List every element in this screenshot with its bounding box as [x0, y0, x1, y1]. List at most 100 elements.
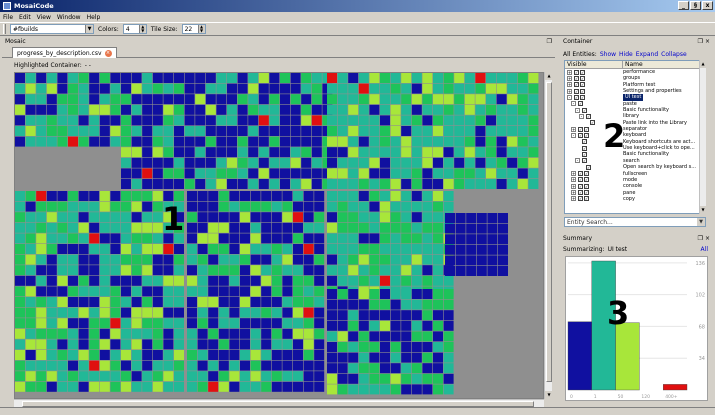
- mosaic-tile[interactable]: [36, 83, 47, 94]
- bar[interactable]: [662, 384, 688, 391]
- mosaic-tile[interactable]: [229, 360, 240, 371]
- mosaic-tile[interactable]: [78, 212, 89, 223]
- float-close-icon[interactable]: ❐ ×: [697, 235, 710, 242]
- visible-checkbox[interactable]: ✓: [578, 171, 583, 176]
- mosaic-tile[interactable]: [227, 179, 237, 189]
- mosaic-tile[interactable]: [152, 147, 163, 158]
- mosaic-tile[interactable]: [110, 191, 121, 201]
- mosaic-tile[interactable]: [369, 299, 380, 310]
- mosaic-tile[interactable]: [163, 191, 174, 201]
- mosaic-tile[interactable]: [197, 328, 208, 339]
- mosaic-tile[interactable]: [380, 222, 390, 233]
- mosaic-tile[interactable]: [78, 201, 89, 212]
- mosaic-tile[interactable]: [208, 297, 219, 307]
- mosaic-tile[interactable]: [411, 147, 422, 158]
- mosaic-tile[interactable]: [57, 307, 68, 318]
- mosaic-tile[interactable]: [411, 136, 422, 147]
- mosaic-tile[interactable]: [78, 126, 89, 136]
- mosaic-tile[interactable]: [15, 201, 25, 212]
- mosaic-tile[interactable]: [131, 212, 142, 223]
- mosaic-tile[interactable]: [89, 83, 100, 94]
- mosaic-tile[interactable]: [293, 328, 303, 339]
- mosaic-tile[interactable]: [433, 363, 443, 374]
- mosaic-tile[interactable]: [443, 115, 454, 126]
- mosaic-tile[interactable]: [110, 286, 121, 297]
- visible-checkbox[interactable]: ✓: [584, 132, 589, 138]
- mosaic-tile[interactable]: [229, 328, 240, 339]
- mosaic-tile[interactable]: [99, 222, 110, 233]
- mosaic-tile[interactable]: [121, 136, 131, 147]
- mosaic-tile[interactable]: [197, 307, 208, 318]
- mosaic-tile[interactable]: [195, 94, 206, 105]
- visible-checkbox[interactable]: ✓: [574, 82, 579, 88]
- mosaic-tile[interactable]: [290, 168, 301, 179]
- mosaic-tile[interactable]: [258, 147, 269, 158]
- mosaic-tile[interactable]: [218, 371, 229, 382]
- mosaic-tile[interactable]: [411, 254, 422, 265]
- mosaic-tile[interactable]: [57, 318, 68, 329]
- mosaic-tile[interactable]: [205, 179, 216, 189]
- mosaic-tile[interactable]: [208, 371, 219, 382]
- mosaic-tile[interactable]: [348, 212, 359, 223]
- mosaic-tile[interactable]: [369, 352, 380, 363]
- mosaic-tile[interactable]: [358, 233, 369, 244]
- visible-checkbox[interactable]: ✓: [580, 88, 585, 94]
- mosaic-tile[interactable]: [443, 104, 454, 115]
- mosaic-tile[interactable]: [301, 179, 312, 189]
- mosaic-tile[interactable]: [99, 212, 110, 223]
- mosaic-tile[interactable]: [163, 339, 174, 350]
- mosaic-tile[interactable]: [282, 381, 293, 392]
- mosaic-tile[interactable]: [358, 201, 369, 212]
- mosaic-tile[interactable]: [303, 212, 314, 223]
- mosaic-tile[interactable]: [248, 179, 259, 189]
- mosaic-tile[interactable]: [422, 299, 433, 310]
- mosaic-tile[interactable]: [487, 244, 498, 255]
- mosaic-tile[interactable]: [380, 168, 390, 179]
- mosaic-tile[interactable]: [89, 350, 100, 360]
- mosaic-tile[interactable]: [68, 104, 78, 115]
- mosaic-tile[interactable]: [528, 83, 539, 94]
- mosaic-tile[interactable]: [25, 307, 36, 318]
- mosaic-tile[interactable]: [380, 352, 390, 363]
- mosaic-tile[interactable]: [36, 339, 47, 350]
- mosaic-tile[interactable]: [401, 275, 412, 286]
- mosaic-tile[interactable]: [498, 234, 508, 245]
- mosaic-tile[interactable]: [152, 73, 163, 83]
- mosaic-tile[interactable]: [174, 318, 184, 329]
- mosaic-tile[interactable]: [411, 265, 422, 276]
- mosaic-tile[interactable]: [464, 126, 475, 136]
- menu-window[interactable]: Window: [56, 13, 81, 21]
- mosaic-tile[interactable]: [411, 363, 422, 374]
- mosaic-tile[interactable]: [110, 136, 121, 147]
- mosaic-tile[interactable]: [142, 297, 153, 307]
- visible-checkbox[interactable]: ✓: [584, 196, 589, 202]
- mosaic-tile[interactable]: [131, 191, 142, 201]
- mosaic-tile[interactable]: [142, 286, 153, 297]
- tree-scrollbar[interactable]: ▲ ▼: [699, 60, 706, 214]
- mosaic-tile[interactable]: [36, 212, 47, 223]
- mosaic-tile[interactable]: [301, 83, 312, 94]
- mosaic-tile[interactable]: [358, 168, 369, 179]
- mosaic-tile[interactable]: [46, 104, 57, 115]
- mosaic-tile[interactable]: [197, 212, 208, 223]
- mosaic-tile[interactable]: [218, 222, 229, 233]
- mosaic-tile[interactable]: [358, 73, 369, 83]
- mosaic-tile[interactable]: [46, 73, 57, 83]
- mosaic-tile[interactable]: [131, 201, 142, 212]
- mosaic-tile[interactable]: [89, 115, 100, 126]
- mosaic-tile[interactable]: [237, 115, 248, 126]
- mosaic-tile[interactable]: [240, 201, 250, 212]
- mosaic-tile[interactable]: [433, 233, 443, 244]
- scroll-up-icon[interactable]: ▲: [545, 72, 553, 80]
- mosaic-tile[interactable]: [57, 275, 68, 286]
- mosaic-tile[interactable]: [293, 222, 303, 233]
- mosaic-tile[interactable]: [348, 320, 359, 331]
- mosaic-tile[interactable]: [290, 126, 301, 136]
- mosaic-tile[interactable]: [36, 307, 47, 318]
- mosaic-tile[interactable]: [36, 126, 47, 136]
- mosaic-tile[interactable]: [205, 104, 216, 115]
- mosaic-tile[interactable]: [229, 265, 240, 276]
- mosaic-tile[interactable]: [68, 381, 78, 392]
- mosaic-tile[interactable]: [443, 136, 454, 147]
- mosaic-tile[interactable]: [163, 147, 174, 158]
